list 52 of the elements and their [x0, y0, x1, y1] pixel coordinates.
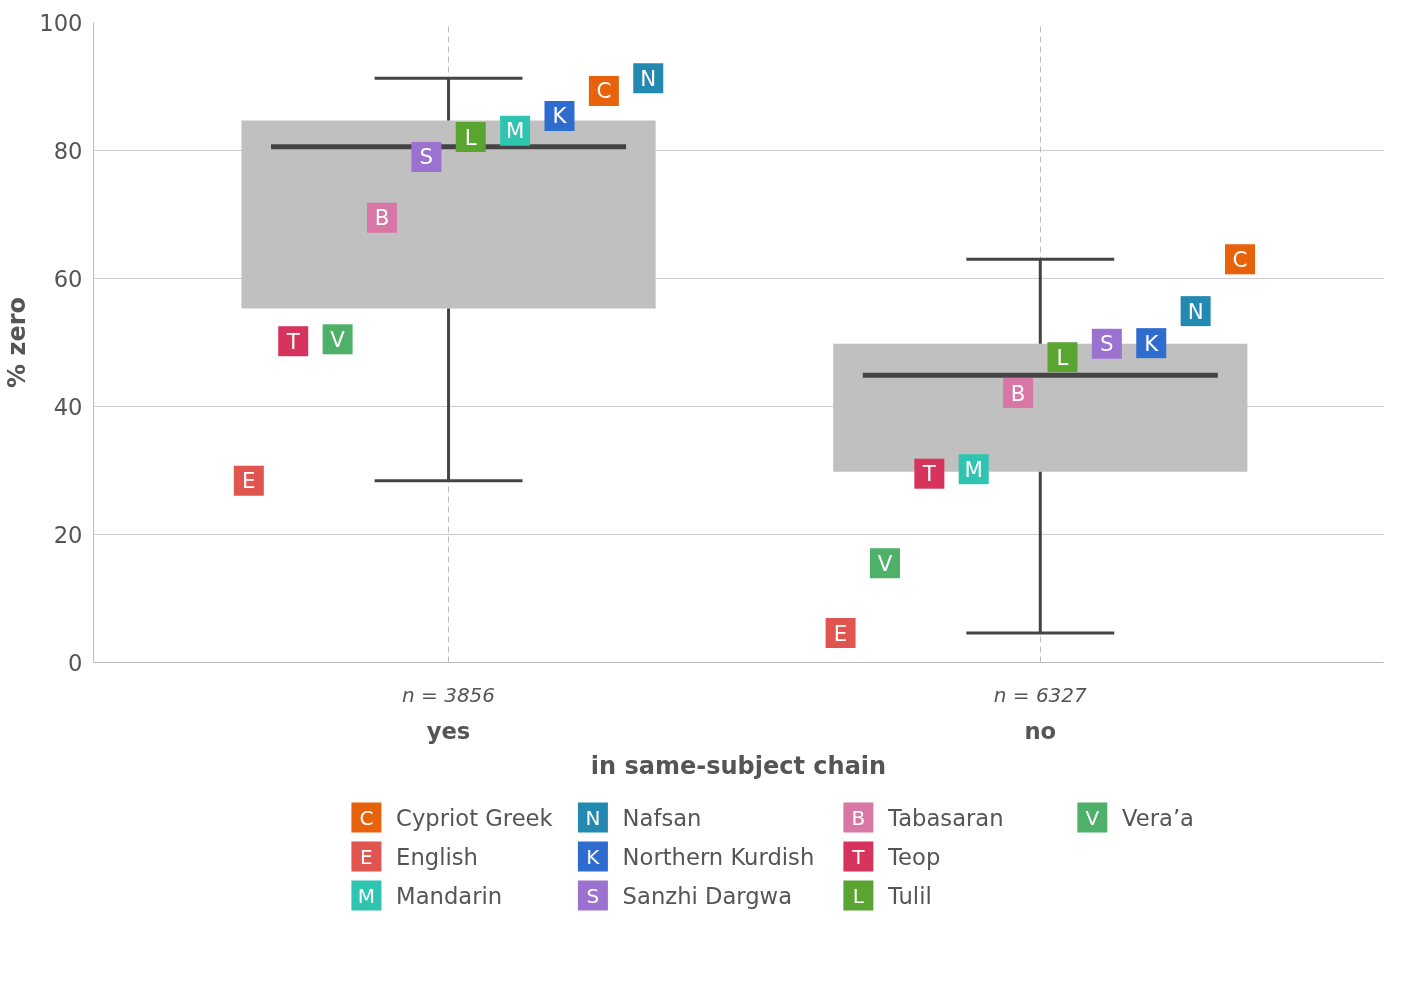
data-label: E: [242, 468, 256, 494]
y-axis-title: % zero: [3, 297, 32, 388]
data-label: C: [596, 78, 612, 104]
text: n = 3856: [402, 682, 496, 707]
text: B: [851, 805, 866, 830]
text: E: [360, 844, 373, 869]
data-label: K: [1144, 330, 1160, 356]
text: T: [852, 844, 865, 869]
y-tick-label: 80: [53, 138, 83, 164]
legend-label: Sanzhi Dargwa: [622, 882, 793, 909]
legend-label: Northern Kurdish: [622, 843, 815, 870]
data-label: L: [1056, 344, 1069, 370]
data-label: S: [419, 144, 434, 170]
y-tick-label: 100: [39, 10, 83, 36]
data-label: S: [1100, 331, 1114, 357]
legend-label: Vera’a: [1122, 804, 1194, 831]
data-label: T: [285, 328, 301, 354]
text: n = 6327: [993, 682, 1088, 707]
text: K: [586, 844, 600, 869]
data-label: B: [374, 205, 390, 231]
x-tick-label: yes: [426, 717, 471, 744]
legend-label: Mandarin: [396, 882, 503, 909]
data-label: M: [505, 118, 525, 144]
y-tick-label: 60: [53, 266, 83, 292]
x-axis-title: in same-subject chain: [590, 751, 887, 780]
data-label: T: [921, 461, 937, 487]
text: L: [852, 883, 864, 908]
legend-label: English: [396, 843, 478, 870]
data-label: K: [552, 103, 568, 129]
text: M: [357, 883, 376, 908]
legend-label: Cypriot Greek: [396, 804, 554, 831]
legend-label: Nafsan: [622, 804, 702, 831]
y-tick-label: 0: [68, 650, 83, 676]
legend-label: Tulil: [887, 882, 932, 909]
data-label: B: [1010, 380, 1026, 406]
data-label: N: [640, 65, 657, 91]
y-tick-label: 20: [53, 522, 83, 548]
data-label: L: [464, 124, 477, 150]
text: V: [1085, 805, 1100, 830]
data-label: M: [964, 456, 983, 482]
data-label: N: [1187, 298, 1204, 324]
text: S: [586, 883, 600, 908]
text: C: [359, 805, 374, 830]
data-label: V: [877, 550, 893, 576]
text: N: [585, 805, 601, 830]
data-label: E: [833, 620, 848, 646]
legend-label: Tabasaran: [887, 804, 1004, 831]
x-tick-label: no: [1024, 717, 1057, 744]
y-tick-label: 40: [53, 394, 83, 420]
data-label: C: [1232, 246, 1248, 272]
legend-label: Teop: [887, 843, 941, 870]
data-label: V: [330, 326, 346, 352]
